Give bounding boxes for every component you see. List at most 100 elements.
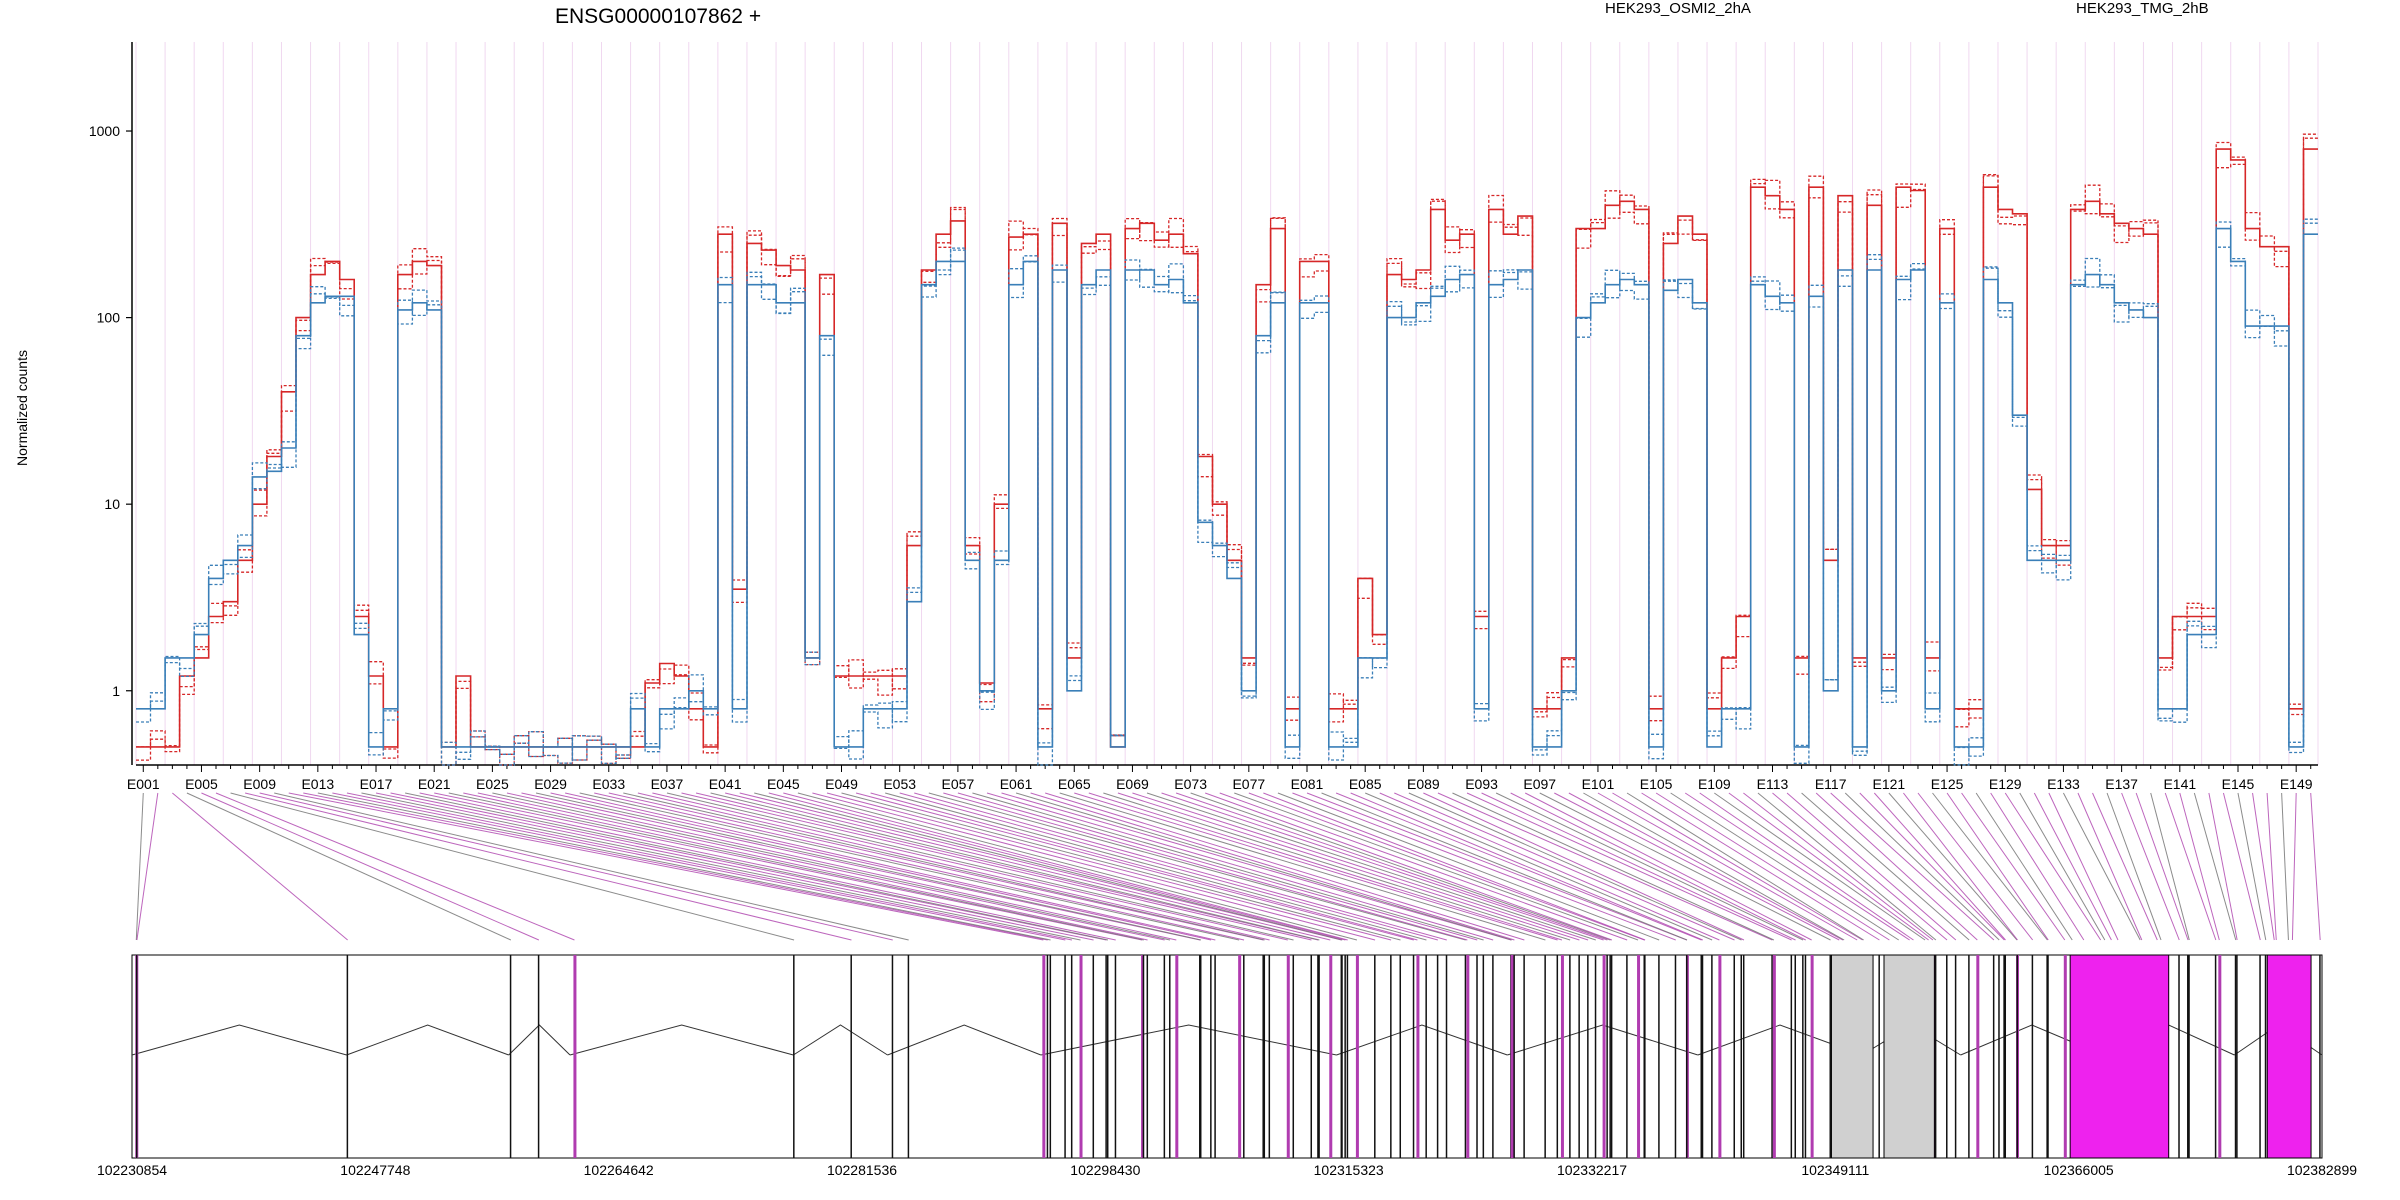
exon-bar — [1829, 955, 1832, 1158]
exon-connector — [1335, 792, 1702, 941]
exon-connector — [1524, 792, 1812, 941]
exon-bar — [1445, 955, 1448, 1158]
intron-line — [1507, 1024, 1699, 1056]
exon-connector — [1161, 792, 1604, 941]
x-tick-label: E037 — [651, 776, 684, 792]
intron-line — [346, 1024, 509, 1056]
x-tick-label: E077 — [1232, 776, 1265, 792]
exon-connector — [477, 792, 1165, 941]
intron-line — [1040, 1024, 1337, 1056]
exon-connector — [550, 792, 1212, 941]
exon-bar — [793, 955, 795, 1158]
exon-bar — [1344, 955, 1346, 1158]
series-osmi2 — [136, 148, 2318, 748]
exon-bar — [1878, 955, 1880, 1158]
exon-connector — [579, 792, 1240, 941]
exon-connector — [1234, 792, 1639, 941]
exon-connector — [1975, 792, 2073, 941]
x-tick-label: E053 — [883, 776, 916, 792]
exon-bar — [1976, 955, 1980, 1158]
exon-connector — [1495, 792, 1804, 941]
y-tick-label: 100 — [97, 310, 121, 326]
series-tmg-replicate — [136, 221, 2318, 761]
exon-bar — [346, 955, 349, 1158]
exon-bar — [1436, 955, 1439, 1158]
exon-bar — [1079, 955, 1083, 1158]
coordinate-label: 102349111 — [1801, 1162, 1869, 1178]
exon-bar — [1771, 955, 1773, 1158]
exon-connector — [463, 792, 1148, 941]
exon-connector — [943, 792, 1468, 941]
exon-connector — [2150, 792, 2190, 941]
exon-connector — [623, 792, 1265, 941]
exon-bar — [2259, 955, 2261, 1158]
exon-connector — [2077, 792, 2143, 941]
exon-connector — [768, 792, 1346, 941]
exon-connector — [885, 792, 1427, 941]
x-tick-label: E049 — [825, 776, 858, 792]
exon-bar — [1346, 955, 1349, 1158]
exon-bar — [1329, 955, 1333, 1158]
exon-connector — [1568, 792, 1844, 941]
exon-connector — [2208, 792, 2238, 941]
exon-connector — [681, 792, 1312, 941]
exon-bar — [1169, 955, 1171, 1158]
exon-connector — [608, 792, 1264, 941]
exon-connector — [1190, 792, 1611, 941]
exon-bar — [1390, 955, 1392, 1158]
exon-bar — [1556, 955, 1559, 1158]
exon-connector — [1117, 792, 1580, 941]
exon-connector — [739, 792, 1342, 941]
exon-connector — [1655, 792, 1890, 941]
exon-connector — [346, 792, 1073, 941]
exon-bar — [891, 955, 894, 1158]
exon-connector — [1452, 792, 1775, 941]
exon-bar — [2264, 955, 2267, 1158]
gene-model-frame — [131, 954, 2323, 1159]
exon-bar — [1804, 955, 1807, 1158]
exon-connector — [1612, 792, 1863, 941]
exon-bar — [2188, 955, 2190, 1158]
exon-bar — [1606, 955, 1608, 1158]
exon-connector — [506, 792, 1177, 941]
exon-connector — [2004, 792, 2102, 941]
exon-bar — [2003, 955, 2005, 1158]
coordinate-label: 102264642 — [584, 1162, 654, 1178]
exon-bar — [1142, 955, 1145, 1158]
exon-connector — [2291, 792, 2297, 941]
exon-connector — [2164, 792, 2217, 941]
exon-bar — [2046, 955, 2048, 1158]
intron-line — [131, 1024, 347, 1056]
x-tick-label: E041 — [709, 776, 742, 792]
exon-connector — [2048, 792, 2119, 941]
y-axis-label: Normalized counts — [14, 350, 30, 466]
coordinate-label: 102230854 — [97, 1162, 167, 1178]
exon-bar — [1968, 955, 1970, 1158]
exon-bar — [907, 955, 910, 1158]
exon-bar — [1790, 955, 1793, 1158]
exon-bar — [2214, 955, 2217, 1158]
x-tick-label: E085 — [1349, 776, 1382, 792]
exon-connector — [2106, 792, 2162, 941]
exon-connector — [1015, 792, 1512, 941]
exon-connector — [1946, 792, 2049, 941]
exon-bar — [1998, 955, 2000, 1158]
exon-connector — [1873, 792, 2006, 941]
x-tick-label: E009 — [243, 776, 276, 792]
exon-bar — [1374, 955, 1376, 1158]
exon-connector — [1990, 792, 2085, 941]
exon-bar — [1492, 955, 1494, 1158]
intron-line — [793, 1024, 888, 1056]
exon-bar — [2218, 955, 2222, 1158]
exon-bar — [1416, 955, 1420, 1158]
exon-bar — [1802, 955, 1804, 1158]
exon-connector — [332, 792, 1066, 941]
exon-bar — [1674, 955, 1677, 1158]
exon-connector — [1757, 792, 1937, 941]
exon-connector — [1045, 792, 1525, 941]
chart-title: ENSG00000107862 + — [555, 5, 761, 28]
series-tmg — [136, 227, 2318, 748]
exon-bar — [1286, 955, 1290, 1158]
exon-bar — [1602, 955, 1606, 1158]
exon-connector — [1466, 792, 1792, 941]
